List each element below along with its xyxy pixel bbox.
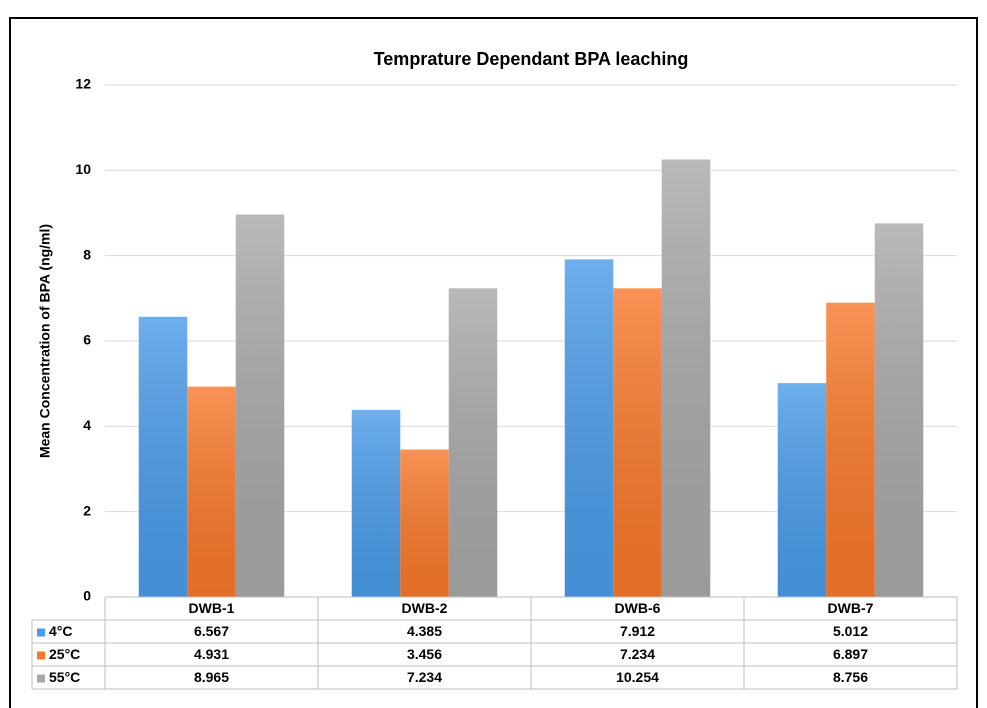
chart-title: Temprature Dependant BPA leaching (374, 49, 689, 69)
frame (9, 17, 978, 708)
x-tick-label: DWB-7 (828, 600, 874, 616)
table-value: 7.234 (620, 646, 655, 662)
table-value: 8.756 (833, 669, 868, 685)
table-value: 5.012 (833, 623, 868, 639)
bar-shade (777, 383, 827, 597)
bar-shade (448, 288, 498, 597)
y-tick-label: 0 (83, 588, 91, 604)
legend-label: 25°C (49, 646, 80, 662)
x-tick-label: DWB-2 (402, 600, 448, 616)
legend-key (37, 674, 45, 683)
x-tick-label: DWB-1 (189, 600, 235, 616)
bar-shade (661, 159, 711, 597)
bar-shade (187, 386, 236, 597)
legend-label: 55°C (49, 669, 80, 685)
table-value: 8.965 (194, 669, 229, 685)
table-value: 4.385 (407, 623, 442, 639)
bar-shade (138, 316, 188, 597)
legend-key (37, 651, 45, 660)
bar-shade (613, 288, 662, 597)
y-tick-label: 4 (83, 417, 91, 433)
bar-shade (351, 409, 401, 597)
table-value: 10.254 (616, 669, 659, 685)
y-tick-label: 10 (75, 161, 91, 177)
legend-label: 4°C (49, 623, 73, 639)
table-value: 3.456 (407, 646, 442, 662)
bar-shade (400, 449, 449, 597)
bar-shade (564, 259, 614, 597)
legend-key (37, 628, 45, 637)
table-value: 7.912 (620, 623, 655, 639)
x-tick-label: DWB-6 (615, 600, 661, 616)
y-axis-label: Mean Concentration of BPA (ng/ml) (37, 224, 53, 458)
table-value: 7.234 (407, 669, 442, 685)
y-tick-label: 8 (83, 246, 91, 262)
y-tick-label: 12 (75, 76, 91, 92)
table-value: 6.567 (194, 623, 229, 639)
bar-shade (826, 302, 875, 597)
table-value: 4.931 (194, 646, 229, 662)
y-tick-label: 6 (83, 332, 91, 348)
bar-shade (235, 214, 285, 597)
table-value: 6.897 (833, 646, 868, 662)
y-tick-label: 2 (83, 502, 91, 518)
bar-shade (874, 223, 924, 598)
